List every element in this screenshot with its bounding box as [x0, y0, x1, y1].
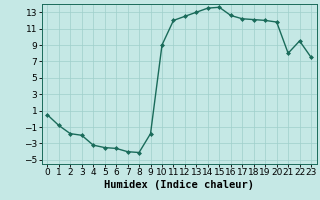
X-axis label: Humidex (Indice chaleur): Humidex (Indice chaleur) — [104, 180, 254, 190]
